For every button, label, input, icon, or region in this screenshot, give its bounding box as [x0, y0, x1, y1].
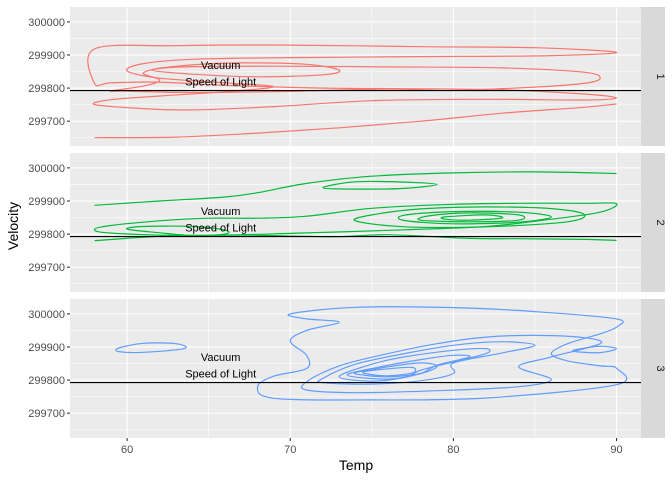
density-contour-line	[397, 210, 552, 225]
facet-strip	[641, 7, 665, 146]
y-tick-label: 299700	[28, 408, 65, 420]
density-contour-line	[125, 225, 230, 237]
density-contour-line	[94, 103, 617, 139]
density-contour-line	[94, 171, 617, 206]
panel-background	[70, 153, 641, 292]
annotation-vacuum: Vacuum	[201, 60, 241, 72]
x-tick-label: 90	[610, 444, 622, 456]
density-contour-line	[109, 65, 601, 94]
facet-strip	[641, 153, 665, 292]
y-tick-label: 299900	[28, 196, 65, 208]
facet-strip	[641, 299, 665, 438]
x-tick-label: 60	[121, 444, 133, 456]
annotation-speed-of-light: Speed of Light	[185, 222, 256, 234]
annotation-vacuum: Vacuum	[201, 352, 241, 364]
density-contours-1	[87, 44, 618, 139]
facet-panel-1: 299700 299800 299900 300000 Vacuum Speed of L…	[28, 7, 666, 146]
facet-panel-3: 299700 299800 299900 300000 Vacuum Speed of L…	[28, 299, 666, 438]
density-contour-line	[300, 334, 603, 394]
density-contour-line	[361, 366, 417, 377]
y-tick-label: 299800	[28, 229, 65, 241]
y-axis-title: Velocity	[5, 202, 21, 250]
annotation-vacuum: Vacuum	[201, 206, 241, 218]
x-axis-title: Temp	[339, 457, 373, 473]
y-tick-label: 299900	[28, 342, 65, 354]
density-contour-line	[150, 62, 341, 78]
facet-strip-label: 2	[654, 219, 666, 225]
annotation-speed-of-light: Speed of Light	[185, 76, 256, 88]
facet-panels: 299700 299800 299900 300000 Vacuum Speed of L…	[28, 7, 666, 438]
annotation-speed-of-light: Speed of Light	[185, 368, 256, 380]
facet-panel-2: 299700 299800 299900 300000 Vacuum Speed of L…	[28, 153, 666, 292]
density-contour-line	[87, 44, 618, 111]
x-tick-label: 70	[284, 444, 296, 456]
y-tick-label: 300000	[28, 309, 65, 321]
y-tick-label: 299700	[28, 116, 65, 128]
y-tick-label: 300000	[28, 17, 65, 29]
facet-strip-label: 1	[654, 73, 666, 79]
y-tick-label: 299900	[28, 50, 65, 62]
density-contour-line	[317, 341, 536, 385]
density-contour-line	[353, 362, 438, 378]
density-contour-line	[353, 206, 586, 229]
y-tick-label: 299800	[28, 83, 65, 95]
density-contours-3	[115, 306, 628, 401]
y-tick-label: 300000	[28, 163, 65, 175]
panel-background	[70, 7, 641, 146]
density-contour-line	[440, 214, 504, 221]
y-tick-label: 299800	[28, 375, 65, 387]
x-axis: 60 70 80 90	[121, 438, 623, 456]
y-tick-label: 299700	[28, 262, 65, 274]
density-contour-line	[346, 354, 471, 380]
density-contour-line	[417, 212, 526, 223]
density-contours-2	[93, 171, 618, 242]
density-contour-line	[93, 202, 618, 237]
density-contour-line	[115, 342, 187, 354]
panel-background	[70, 299, 641, 438]
x-tick-label: 80	[447, 444, 459, 456]
density-contour-line	[256, 306, 628, 401]
facet-strip-label: 3	[654, 365, 666, 371]
density-contour-line	[322, 180, 438, 190]
